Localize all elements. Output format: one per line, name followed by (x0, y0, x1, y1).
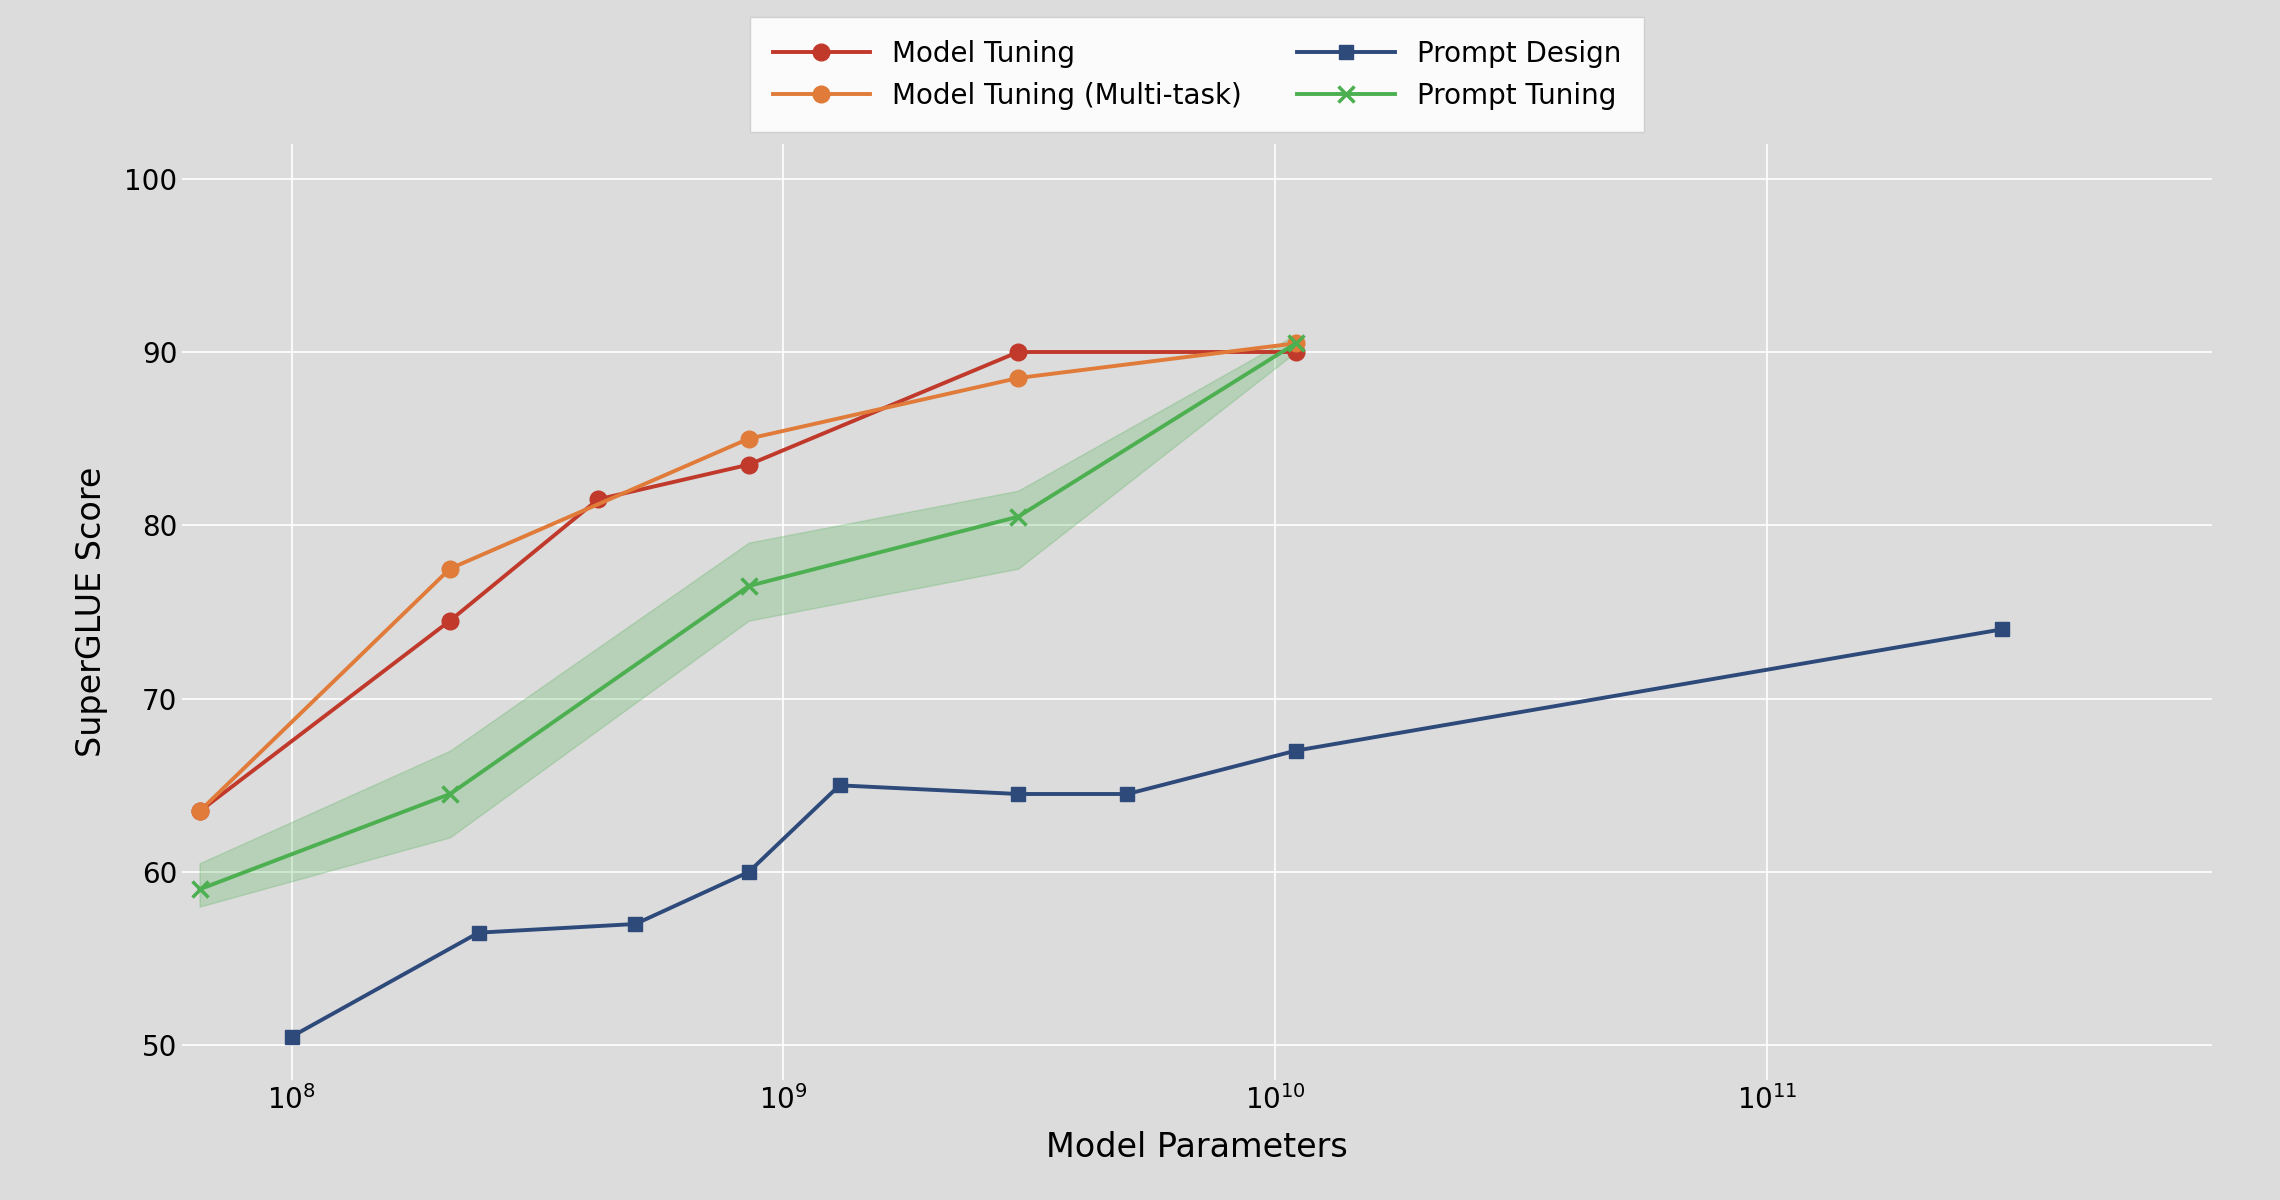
Legend: Model Tuning, Model Tuning (Multi-task), Prompt Design, Prompt Tuning: Model Tuning, Model Tuning (Multi-task),… (750, 18, 1644, 132)
Model Tuning (Multi-task) (1005, 371, 1033, 385)
Model Tuning (734, 457, 762, 472)
Line: Model Tuning: Model Tuning (192, 343, 1304, 820)
Line: Prompt Tuning: Prompt Tuning (192, 335, 1304, 898)
Prompt Tuning (435, 787, 463, 802)
Prompt Design (278, 1030, 306, 1044)
Prompt Tuning (734, 578, 762, 593)
Line: Prompt Design: Prompt Design (285, 623, 2009, 1044)
Model Tuning (584, 492, 611, 506)
Prompt Design (825, 778, 853, 792)
Prompt Design (465, 925, 492, 940)
Model Tuning (187, 804, 214, 818)
Prompt Design (1113, 787, 1140, 802)
Model Tuning (435, 613, 463, 628)
Prompt Design (1281, 744, 1309, 758)
Prompt Tuning (187, 882, 214, 896)
Model Tuning (1005, 344, 1033, 359)
Model Tuning (1281, 344, 1309, 359)
Y-axis label: SuperGLUE Score: SuperGLUE Score (75, 467, 107, 757)
Prompt Design (734, 865, 762, 880)
Prompt Tuning (1005, 510, 1033, 524)
Prompt Design (622, 917, 650, 931)
Model Tuning (Multi-task) (187, 804, 214, 818)
Line: Model Tuning (Multi-task): Model Tuning (Multi-task) (192, 335, 1304, 820)
Prompt Design (1005, 787, 1033, 802)
Model Tuning (Multi-task) (435, 562, 463, 576)
X-axis label: Model Parameters: Model Parameters (1047, 1132, 1347, 1164)
Prompt Design (1988, 622, 2016, 636)
Model Tuning (Multi-task) (734, 432, 762, 446)
Model Tuning (Multi-task) (1281, 336, 1309, 350)
Prompt Tuning (1281, 336, 1309, 350)
